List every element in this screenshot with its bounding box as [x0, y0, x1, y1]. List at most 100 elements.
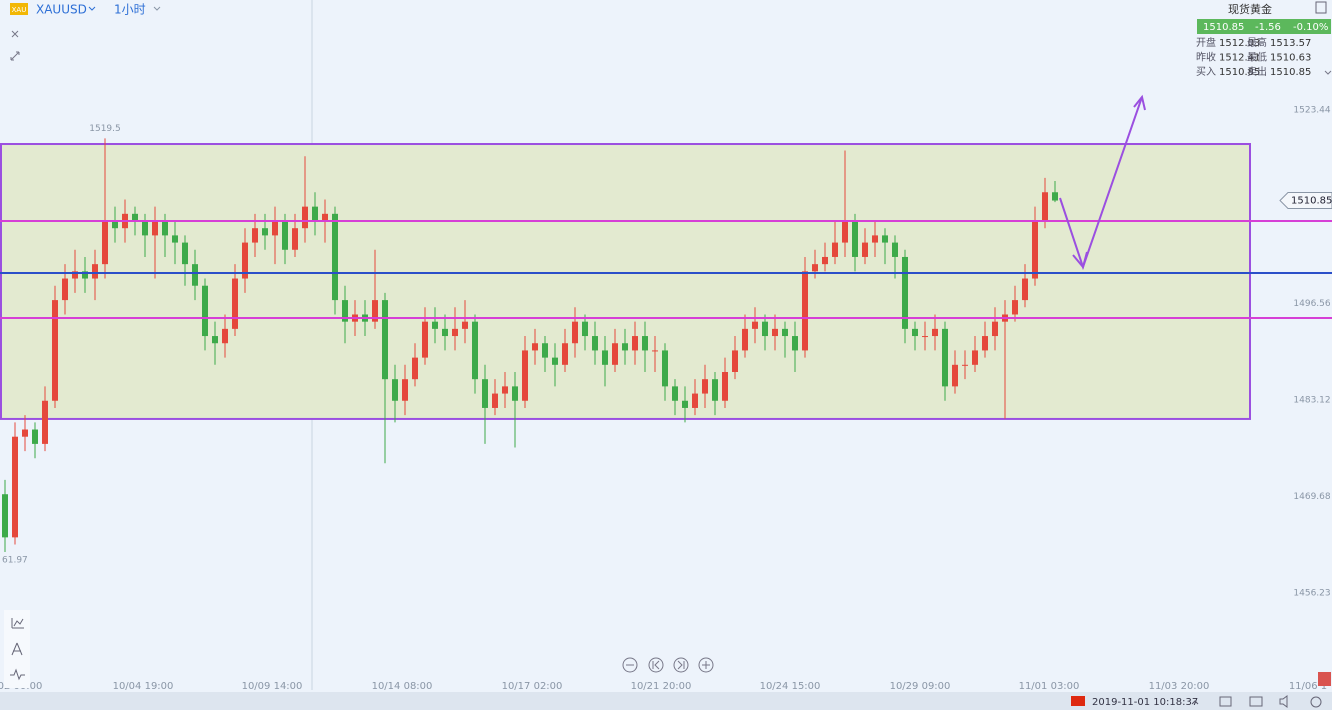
candle-body — [402, 379, 408, 401]
quote-value: 1512.41 — [1219, 53, 1260, 64]
y-tick-label: 1523.44 — [1293, 106, 1330, 116]
quote-badge — [1197, 19, 1331, 34]
x-tick-label: 10/21 20:00 — [631, 681, 692, 692]
candle-body — [292, 228, 298, 250]
zoom-in[interactable] — [698, 657, 714, 673]
candle-body — [432, 321, 438, 329]
candle-body — [512, 386, 518, 401]
candle-body — [622, 343, 628, 351]
quote-value: 1510.63 — [1270, 53, 1311, 64]
draw-tool[interactable] — [11, 642, 23, 656]
candle-body — [832, 242, 838, 257]
candle-body — [32, 429, 38, 444]
candle-body — [572, 321, 578, 344]
candle-body — [642, 336, 648, 351]
candle-body — [982, 336, 988, 351]
candle-body — [932, 328, 938, 337]
quote-value: 1510.85 — [1270, 67, 1311, 78]
status-bar — [0, 692, 1332, 710]
wave-tool[interactable] — [10, 668, 25, 681]
candle-body — [482, 379, 488, 408]
candle-body — [342, 300, 348, 322]
candle-body — [892, 242, 898, 257]
candle-body — [372, 300, 378, 322]
candle-body — [492, 393, 498, 408]
price-tag-label: 1510.85 — [1291, 196, 1332, 207]
candle-body — [312, 206, 318, 222]
x-tick-label: 11/06 1 — [1289, 681, 1327, 692]
candle-body — [182, 242, 188, 265]
candle-body — [592, 336, 598, 351]
x-tick-label: 10/24 15:00 — [760, 681, 821, 692]
quote-label: 最高 — [1247, 36, 1267, 49]
symbol-icon — [10, 3, 28, 15]
candle-body — [42, 400, 48, 444]
candle-body — [672, 386, 678, 401]
flag — [1071, 696, 1085, 706]
expand-arrow[interactable] — [1324, 70, 1332, 75]
settings-button[interactable] — [1310, 696, 1322, 708]
candle-body — [732, 350, 738, 372]
price-tag — [1279, 192, 1332, 210]
toolbar — [4, 610, 30, 688]
shrink-button[interactable] — [10, 51, 20, 61]
candle-body — [962, 364, 968, 366]
candle-body — [72, 271, 78, 279]
candle-body — [782, 328, 788, 337]
candle-body — [612, 343, 618, 365]
arrow-head — [1072, 251, 1088, 270]
candle-body — [212, 336, 218, 344]
quote-label: 买入 — [1196, 66, 1216, 78]
y-tick-label: 1456.23 — [1293, 589, 1330, 599]
zoom-out[interactable] — [622, 657, 638, 673]
symbol-icon-text: XAU — [12, 6, 27, 14]
quote-panel — [1193, 0, 1332, 88]
quote-value: 1513.57 — [1270, 38, 1311, 49]
close-button[interactable] — [11, 30, 19, 38]
candle-body — [792, 336, 798, 351]
sound-button[interactable] — [1279, 695, 1288, 708]
symbol[interactable]: XAUUSD — [36, 3, 87, 17]
candle-body — [392, 379, 398, 401]
candle-body — [522, 350, 528, 401]
indicator-tool[interactable] — [11, 618, 24, 629]
candle-body — [992, 321, 998, 337]
candle-body — [92, 264, 98, 279]
candle-body — [652, 350, 658, 352]
layout-button[interactable] — [1219, 696, 1232, 707]
candle-body — [562, 343, 568, 365]
candle-body — [12, 436, 18, 538]
candle-body — [202, 285, 208, 337]
candle-body — [262, 228, 268, 236]
candle-body — [952, 364, 958, 387]
candle-body — [242, 242, 248, 279]
interval[interactable]: 1小时 — [114, 3, 146, 17]
candle-body — [112, 221, 118, 229]
nav-buttons — [622, 657, 714, 673]
candle-body — [722, 371, 728, 401]
alert-button[interactable] — [1318, 672, 1331, 686]
candle-body — [762, 321, 768, 337]
quote-price: 1510.85 — [1203, 22, 1244, 33]
go-end[interactable] — [673, 657, 689, 673]
expand-arrow[interactable] — [1191, 700, 1199, 705]
panel-toggle[interactable] — [1315, 1, 1327, 14]
candle-body — [942, 328, 948, 387]
dropdown-arrow[interactable] — [153, 6, 161, 11]
x-tick-label: 11/03 20:00 — [1149, 681, 1210, 692]
x-tick-label: 10/17 02:00 — [502, 681, 563, 692]
range-zone — [0, 143, 1251, 420]
candle-body — [452, 328, 458, 337]
screenshot-button[interactable] — [1249, 696, 1263, 707]
candle-body — [632, 336, 638, 351]
dropdown-arrow[interactable] — [88, 6, 96, 11]
candle-body — [322, 213, 328, 222]
candle-body — [742, 328, 748, 351]
candle-body — [692, 393, 698, 408]
go-start[interactable] — [648, 657, 664, 673]
y-tick-label: 1469.68 — [1293, 492, 1330, 502]
arrow-head — [1133, 94, 1146, 111]
candle-body — [502, 386, 508, 394]
